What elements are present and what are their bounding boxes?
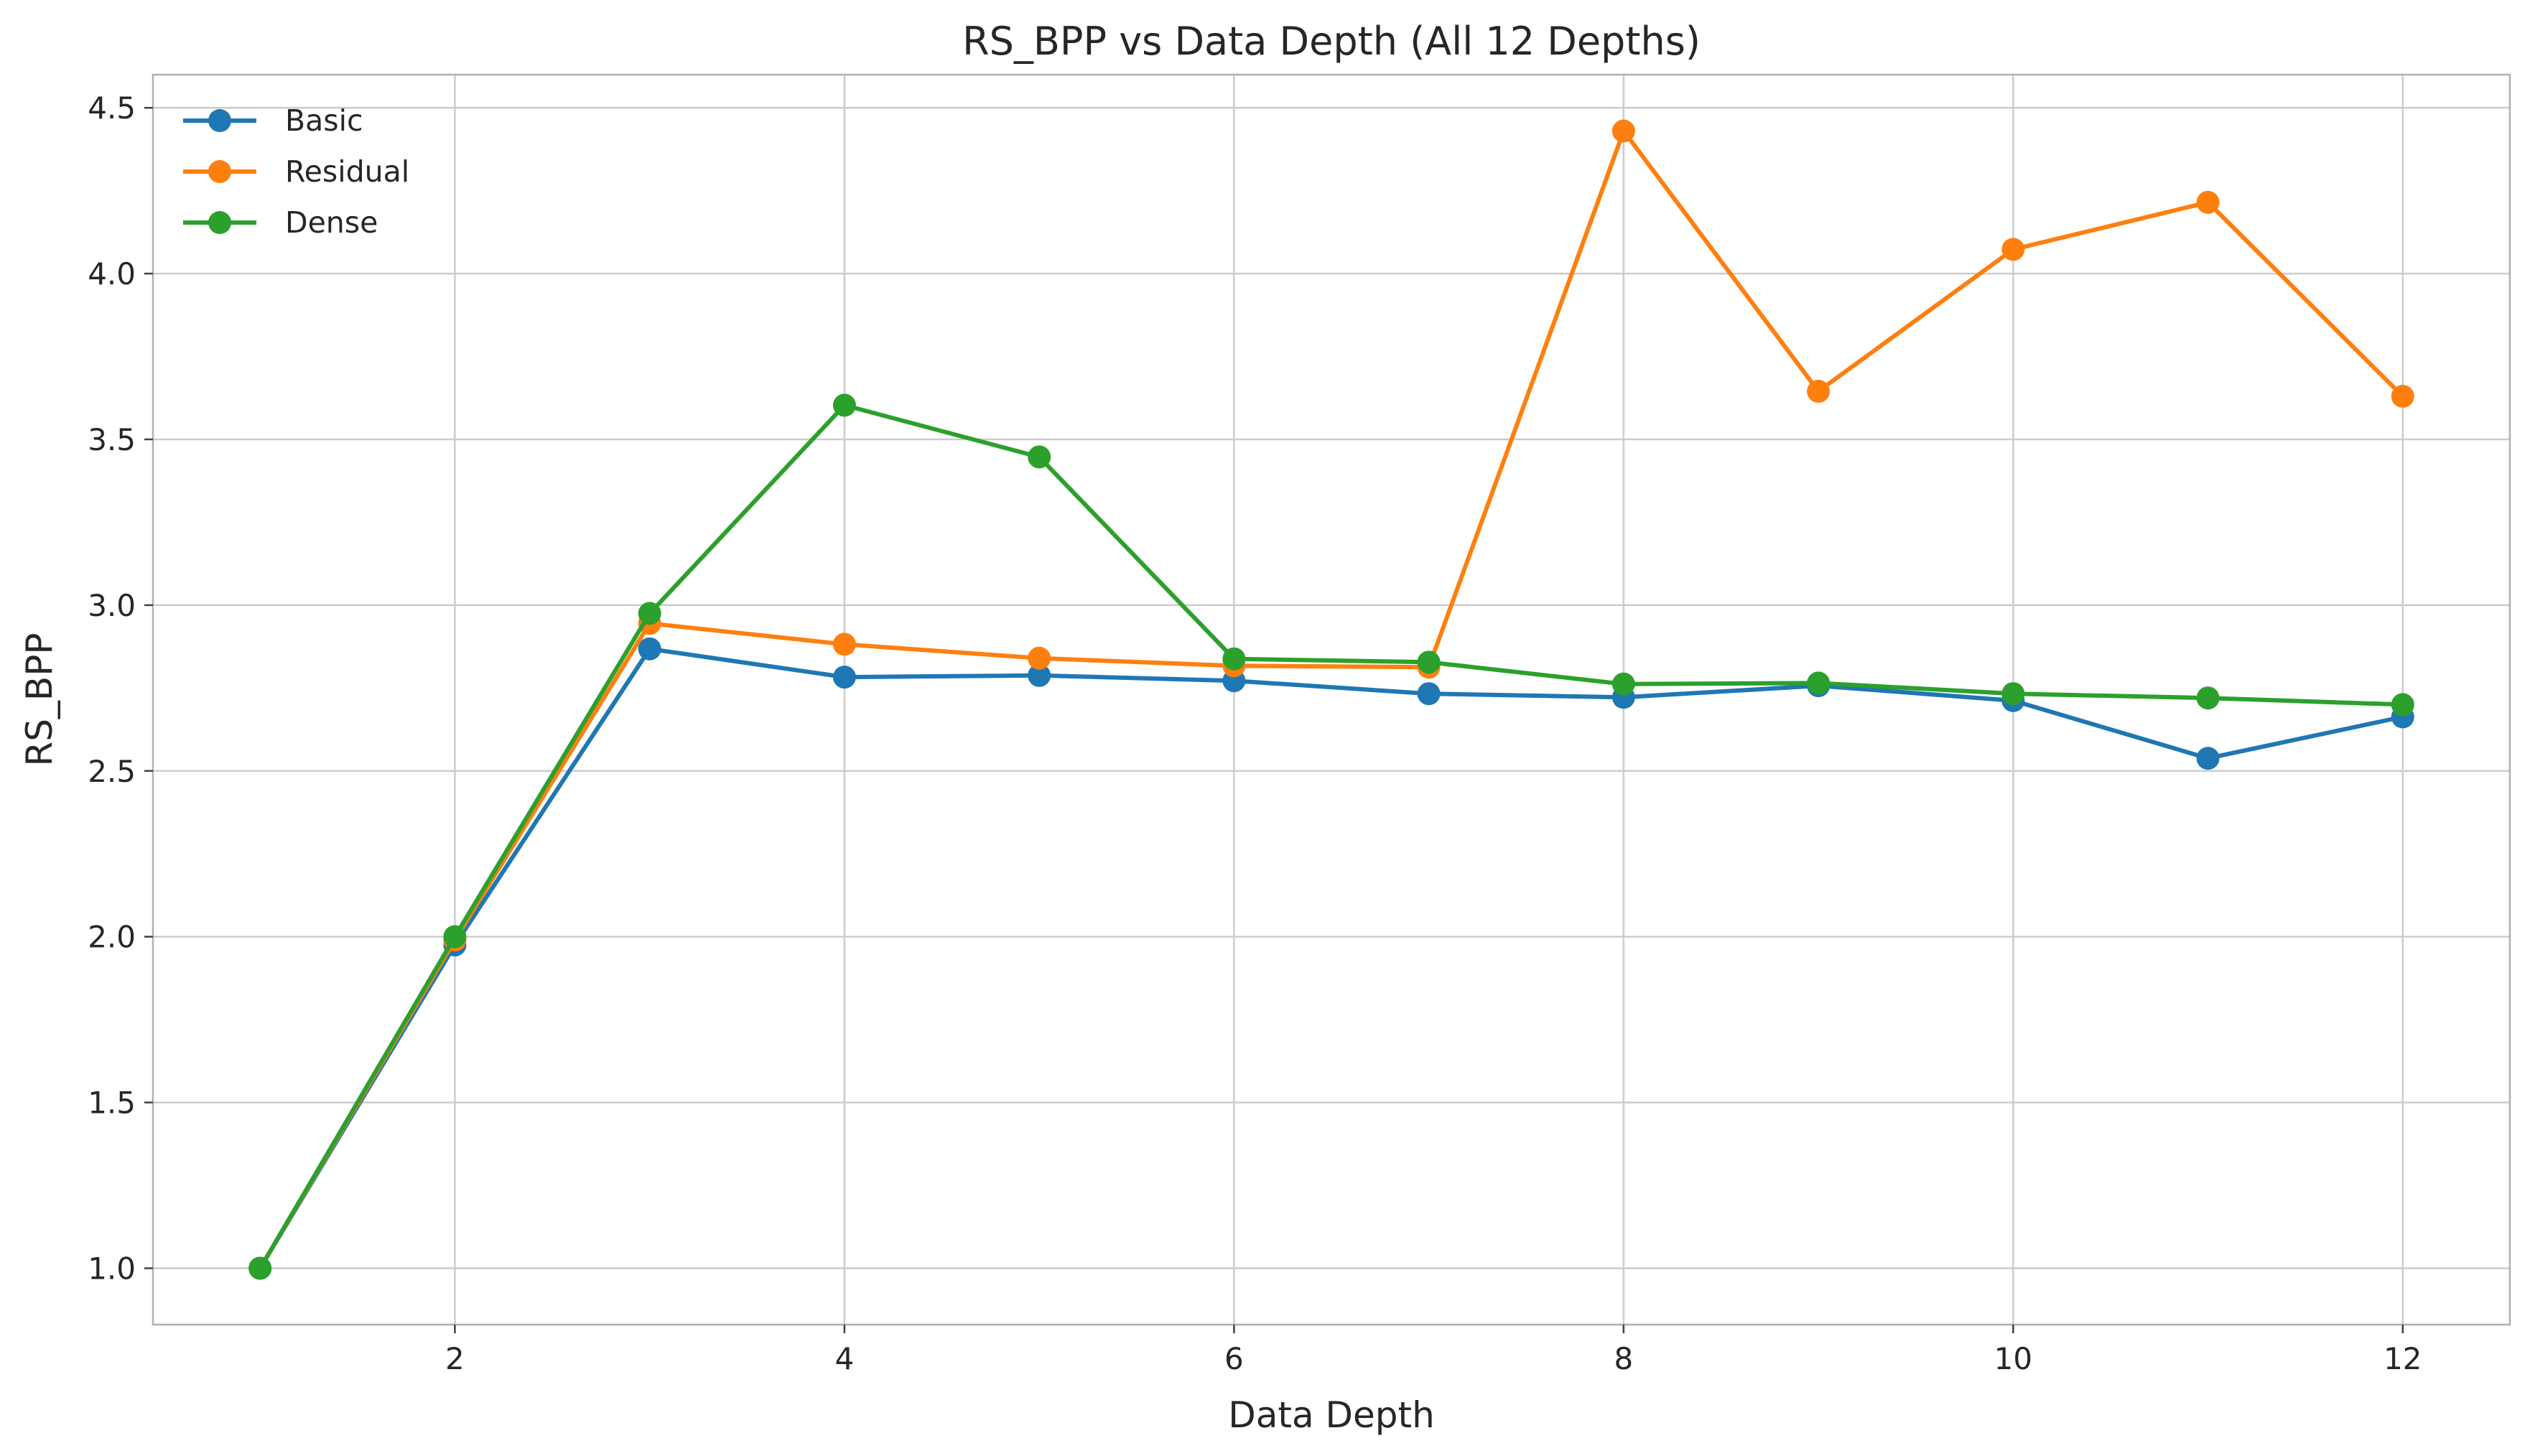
legend: Basic Residual Dense [183,103,409,240]
series-line-basic [258,646,2405,1271]
data-point-residual [1028,646,1051,670]
data-point-residual [832,633,856,656]
legend-label-dense: Dense [285,205,378,240]
chart-title: RS_BPP vs Data Depth (All 12 Depths) [962,19,1701,64]
legend-label-residual: Residual [285,154,409,189]
axis-ticks: 2 4 6 8 10 12 1.0 1.5 2.0 2.5 3.0 3.5 4.0 4.5 [88,90,2422,1376]
y-tick-label: 3.5 [88,422,136,457]
series-dense [248,393,2414,1280]
data-point-basic [2196,747,2220,770]
data-point-basic [1417,682,1441,706]
data-point-dense [443,925,467,948]
data-point-dense [1611,672,1635,696]
data-point-dense [1807,671,1831,695]
y-tick-label: 1.0 [88,1251,136,1286]
legend-marker-basic [208,109,231,132]
data-point-residual [1611,119,1635,143]
y-axis-label: RS_BPP [19,633,60,766]
legend-marker-dense [208,211,231,234]
x-axis-label: Data Depth [1228,1394,1435,1436]
y-tick-label: 4.5 [88,90,136,126]
data-point-basic [638,637,661,661]
data-point-dense [2001,682,2025,706]
series-layer [248,119,2414,1280]
x-tick-label: 10 [1994,1341,2032,1376]
data-point-dense [2391,693,2414,717]
data-point-dense [1417,650,1441,674]
data-point-dense [1028,445,1051,469]
data-point-dense [2196,686,2220,710]
series-line-dense [258,403,2405,1271]
x-tick-label: 8 [1614,1341,1633,1376]
y-tick-label: 4.0 [88,256,136,291]
data-point-residual [2001,238,2025,261]
legend-item-residual: Residual [183,154,409,189]
data-point-residual [2196,190,2220,214]
legend-label-basic: Basic [285,103,363,138]
data-point-dense [832,393,856,417]
legend-marker-residual [208,160,231,183]
x-tick-label: 6 [1224,1341,1244,1376]
x-tick-label: 4 [835,1341,855,1376]
x-tick-label: 2 [445,1341,465,1376]
y-tick-label: 2.0 [88,920,136,955]
x-tick-label: 12 [2383,1341,2422,1376]
data-point-dense [638,602,661,625]
y-tick-label: 3.0 [88,588,136,623]
legend-item-dense: Dense [183,205,378,240]
data-point-basic [1028,663,1051,687]
data-point-residual [2391,384,2414,408]
plot-frame [152,73,2511,1326]
data-point-residual [1807,380,1831,403]
y-tick-label: 1.5 [88,1086,136,1121]
data-point-dense [1222,647,1246,671]
series-line-residual [258,129,2405,1271]
y-tick-label: 2.5 [88,754,136,789]
legend-item-basic: Basic [183,103,363,138]
data-point-basic [832,666,856,689]
data-point-dense [248,1256,272,1280]
